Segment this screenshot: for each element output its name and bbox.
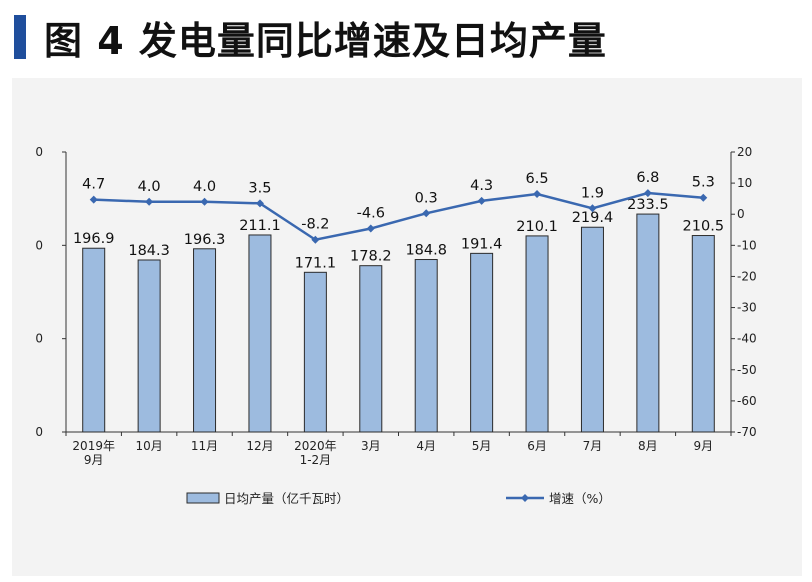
bar-value-label: 196.3 [184, 232, 226, 248]
right-tick-label: -30 [737, 301, 757, 315]
growth-value-label: 6.5 [526, 171, 549, 187]
bar-value-label: 233.5 [627, 197, 669, 213]
growth-point-5 [311, 235, 320, 244]
bar-11 [636, 213, 660, 433]
x-tick-label: 3月 [361, 439, 381, 453]
x-tick-label: 2020年 [294, 439, 337, 453]
bar-value-label: 171.1 [295, 255, 337, 271]
growth-point-12 [699, 193, 708, 202]
bar-12 [691, 235, 715, 433]
bar-value-label: 196.9 [73, 231, 115, 247]
bar-6 [359, 265, 383, 433]
left-tick-label: 0 [35, 332, 43, 346]
growth-value-label: 1.9 [581, 185, 604, 201]
x-tick-label: 4月 [416, 439, 436, 453]
growth-value-label: 3.5 [248, 180, 271, 196]
x-tick-label: 10月 [135, 439, 162, 453]
bar-value-label: 210.5 [683, 219, 725, 235]
growth-point-1 [89, 195, 98, 204]
x-tick-label: 8月 [638, 439, 658, 453]
legend-line-marker [521, 494, 529, 502]
x-tick-label: 7月 [583, 439, 603, 453]
growth-point-4 [255, 199, 264, 208]
right-tick-label: -40 [737, 332, 757, 346]
growth-value-label: 6.8 [636, 170, 659, 186]
bar-value-label: 191.4 [461, 236, 503, 252]
growth-point-11 [643, 189, 652, 198]
growth-value-label: -4.6 [357, 206, 385, 222]
bar-value-label: 178.2 [350, 249, 392, 265]
bar-2 [137, 259, 161, 433]
right-tick-label: 10 [737, 176, 752, 190]
growth-value-label: 5.3 [692, 175, 715, 191]
right-tick-label: 0 [737, 207, 745, 221]
right-tick-label: -70 [737, 425, 757, 439]
growth-value-label: 4.7 [82, 177, 105, 193]
growth-point-10 [588, 204, 597, 213]
x-tick-label: 1-2月 [300, 453, 332, 467]
left-tick-label: 0 [35, 145, 43, 159]
growth-point-8 [477, 196, 486, 205]
growth-value-label: 4.0 [193, 179, 216, 195]
bar-4 [248, 234, 272, 433]
x-tick-label: 12月 [246, 439, 273, 453]
growth-value-label: 4.3 [470, 178, 493, 194]
bar-value-label: 211.1 [239, 218, 281, 234]
legend-bar-label: 日均产量（亿千瓦时） [224, 491, 349, 506]
x-tick-label: 2019年 [72, 439, 115, 453]
bar-10 [580, 226, 604, 433]
growth-point-3 [200, 197, 209, 206]
bar-1 [82, 247, 106, 433]
bar-3 [193, 248, 217, 433]
x-tick-label: 9月 [693, 439, 713, 453]
title-accent-bar [14, 15, 26, 59]
bar-value-label: 210.1 [516, 219, 558, 235]
bar-value-label: 184.3 [128, 243, 170, 259]
right-tick-label: -50 [737, 363, 757, 377]
left-tick-label: 0 [35, 425, 43, 439]
x-tick-label: 6月 [527, 439, 547, 453]
bar-8 [470, 252, 494, 433]
growth-point-9 [533, 190, 542, 198]
right-tick-label: 20 [737, 145, 752, 159]
bar-7 [414, 259, 438, 433]
x-tick-label: 11月 [191, 439, 218, 453]
bar-value-label: 219.4 [572, 210, 614, 226]
right-tick-label: -20 [737, 269, 757, 283]
chart-title: 图 4 发电量同比增速及日均产量 [44, 19, 607, 63]
bar-9 [525, 235, 549, 433]
growth-line [93, 191, 704, 242]
growth-point-2 [145, 197, 154, 206]
growth-value-label: 0.3 [415, 190, 438, 206]
right-tick-label: -60 [737, 394, 757, 408]
growth-value-label: 4.0 [138, 179, 161, 195]
bar-5 [303, 271, 327, 433]
bar-value-label: 184.8 [405, 243, 447, 259]
left-tick-label: 0 [35, 238, 43, 252]
x-tick-label: 9月 [84, 453, 104, 467]
right-tick-label: -10 [737, 238, 757, 252]
growth-point-6 [366, 224, 375, 233]
x-tick-label: 5月 [472, 439, 492, 453]
growth-point-7 [422, 209, 431, 218]
growth-value-label: -8.2 [301, 217, 329, 233]
legend-line-label: 增速（%） [549, 491, 611, 506]
legend-bar-swatch [186, 492, 220, 504]
